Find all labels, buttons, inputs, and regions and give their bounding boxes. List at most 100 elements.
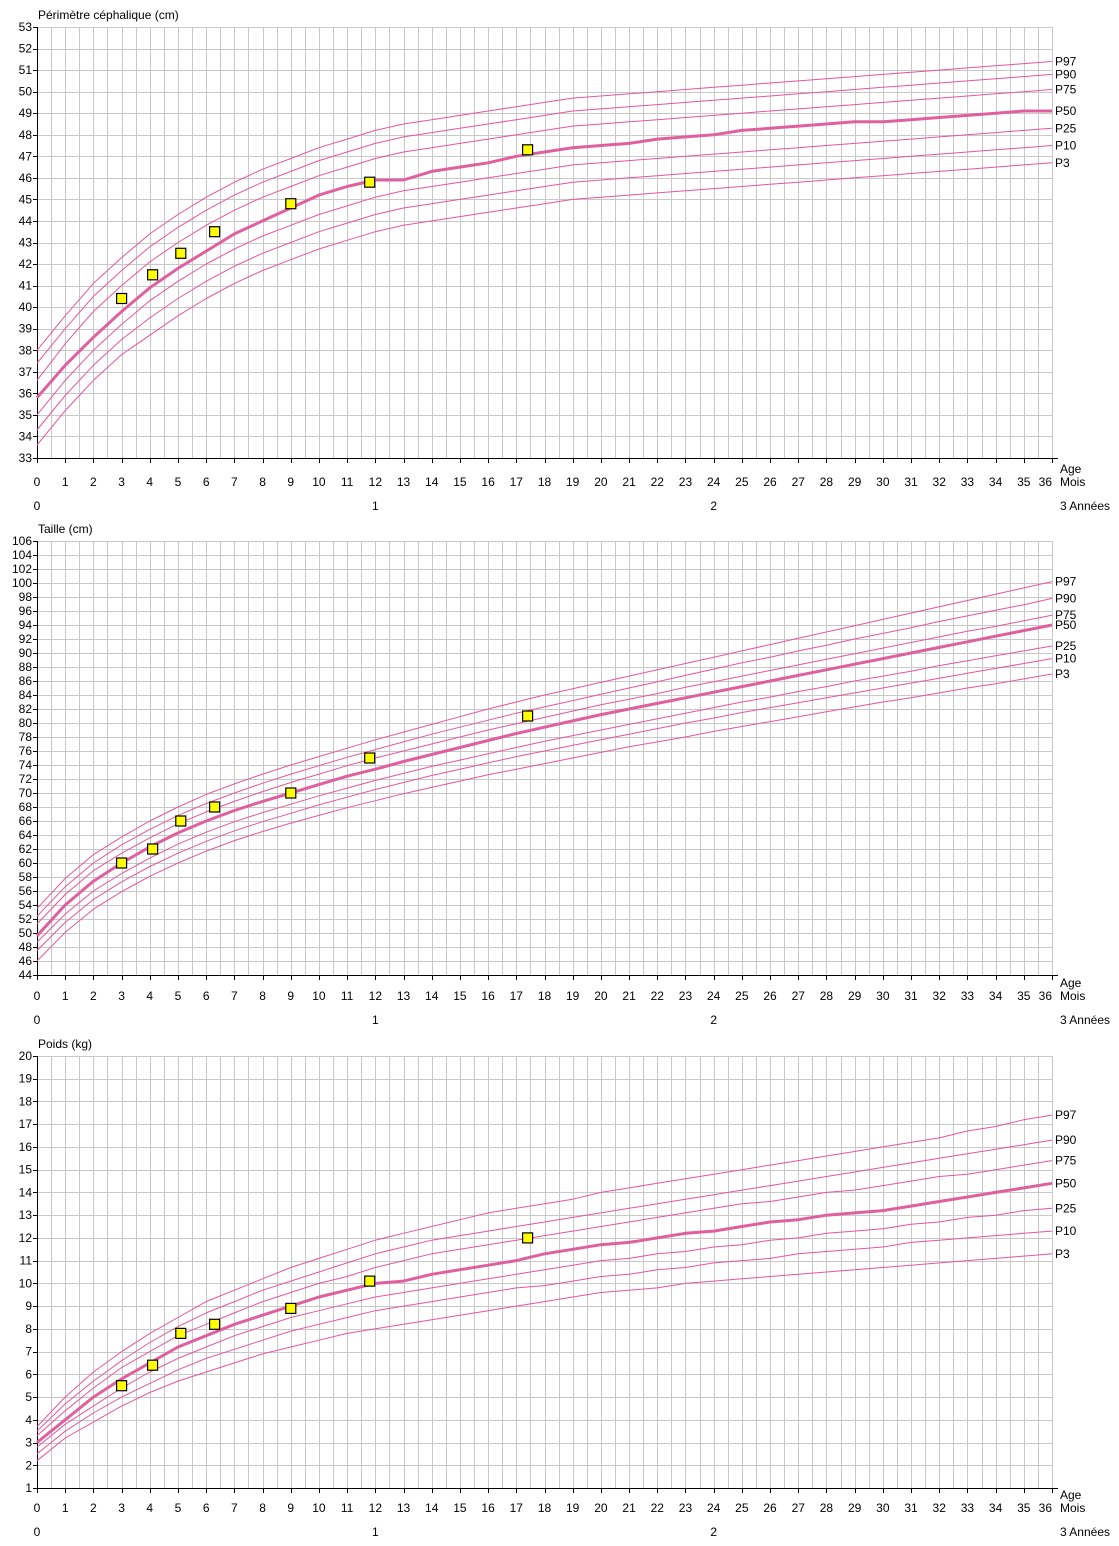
y-tick-label: 34: [19, 429, 33, 443]
y-tick-label: 84: [19, 688, 33, 702]
x-tick-label: 7: [231, 989, 238, 1003]
x-tick-label: 3: [118, 1501, 125, 1515]
x-tick-label: 5: [175, 475, 182, 489]
x-tick-label: 13: [397, 989, 411, 1003]
x-tick-label: 1: [62, 1501, 69, 1515]
x-tick-label: 24: [707, 475, 721, 489]
x-tick-label: 16: [481, 989, 495, 1003]
years-unit-label: 3 Années: [1060, 499, 1110, 513]
x-tick-label: 30: [876, 475, 890, 489]
x-tick-label: 23: [679, 989, 693, 1003]
percentile-label-p97: P97: [1055, 54, 1077, 68]
x-axis-title: Age: [1060, 462, 1082, 476]
y-tick-label: 72: [19, 772, 33, 786]
curve-p90: [36, 597, 1053, 917]
percentile-label-p75: P75: [1055, 608, 1077, 622]
year-tick-label: 1: [372, 1013, 379, 1027]
measurement-point: [147, 1359, 159, 1371]
y-tick-label: 16: [19, 1140, 33, 1154]
x-tick-label: 33: [961, 1501, 975, 1515]
year-tick-label: 2: [710, 499, 717, 513]
y-tick-label: 94: [19, 618, 33, 632]
x-tick-label: 9: [287, 1501, 294, 1515]
x-tick-label: 5: [175, 1501, 182, 1515]
x-axis-title: Age: [1060, 1488, 1082, 1502]
y-tick-label: 50: [19, 926, 33, 940]
chart-title: Taille (cm): [38, 522, 93, 536]
percentile-label-p90: P90: [1055, 67, 1077, 81]
x-tick-label: 30: [876, 989, 890, 1003]
x-tick-label: 18: [538, 475, 552, 489]
measurement-point: [175, 1327, 187, 1340]
y-tick-label: 12: [19, 1231, 33, 1245]
measurement-point: [209, 801, 221, 813]
chart-1: Périmètre céphalique (cm)333435363738394…: [19, 8, 1110, 513]
chart-3: Poids (kg)123456789101112131415161718192…: [19, 1037, 1110, 1539]
y-tick-label: 92: [19, 632, 33, 646]
y-tick-label: 58: [19, 870, 33, 884]
curve-p3: [36, 673, 1053, 962]
y-tick-label: 33: [19, 451, 33, 465]
x-tick-label: 17: [510, 989, 524, 1003]
y-tick-label: 37: [19, 365, 33, 379]
y-tick-label: 52: [19, 42, 33, 56]
y-tick-label: 68: [19, 800, 33, 814]
x-unit-label: Mois: [1060, 989, 1085, 1003]
y-tick-label: 48: [19, 940, 33, 954]
y-tick-label: 18: [19, 1094, 33, 1108]
measurement-point: [521, 1232, 534, 1244]
percentile-label-p97: P97: [1055, 1108, 1077, 1122]
y-tick-label: 36: [19, 386, 33, 400]
measurement-point: [364, 752, 376, 764]
x-tick-label: 10: [312, 989, 326, 1003]
x-tick-label: 26: [763, 1501, 777, 1515]
y-tick-label: 78: [19, 730, 33, 744]
y-tick-label: 39: [19, 322, 33, 336]
y-tick-label: 47: [19, 149, 33, 163]
curve-p90: [36, 73, 1053, 364]
x-tick-label: 25: [735, 989, 749, 1003]
years-unit-label: 3 Années: [1060, 1525, 1110, 1539]
x-tick-label: 4: [146, 1501, 153, 1515]
measurement-point: [285, 1302, 297, 1315]
x-tick-label: 19: [566, 1501, 580, 1515]
y-tick-label: 1: [25, 1481, 32, 1495]
chart-title: Périmètre céphalique (cm): [38, 8, 179, 22]
x-tick-label: 8: [259, 475, 266, 489]
percentile-label-p90: P90: [1055, 1133, 1077, 1147]
percentile-label-p97: P97: [1055, 575, 1077, 589]
measurement-point: [175, 247, 187, 259]
x-tick-label: 35: [1017, 989, 1031, 1003]
x-tick-label: 36: [1039, 989, 1053, 1003]
measurement-point: [285, 787, 297, 799]
percentile-label-p50: P50: [1055, 1176, 1077, 1190]
grid: [37, 541, 1053, 976]
x-tick-label: 10: [312, 1501, 326, 1515]
x-tick-label: 9: [287, 989, 294, 1003]
x-tick-label: 26: [763, 989, 777, 1003]
percentile-label-p25: P25: [1055, 639, 1077, 653]
y-tick-label: 74: [19, 758, 33, 772]
y-tick-label: 66: [19, 814, 33, 828]
percentile-label-p3: P3: [1055, 1247, 1070, 1261]
y-tick-label: 19: [19, 1072, 33, 1086]
percentile-label-p3: P3: [1055, 667, 1070, 681]
percentile-label-p50: P50: [1055, 618, 1077, 632]
x-tick-label: 24: [707, 989, 721, 1003]
measurement-point: [285, 198, 297, 210]
x-tick-label: 22: [651, 1501, 665, 1515]
year-tick-label: 0: [34, 1525, 41, 1539]
x-tick-label: 14: [425, 1501, 439, 1515]
x-tick-label: 28: [820, 1501, 834, 1515]
y-tick-label: 2: [25, 1458, 32, 1472]
curve-p25: [36, 127, 1053, 416]
y-tick-label: 6: [25, 1367, 32, 1381]
x-tick-label: 14: [425, 989, 439, 1003]
y-tick-label: 82: [19, 702, 33, 716]
curve-p75: [36, 1160, 1053, 1437]
y-tick-label: 14: [19, 1185, 33, 1199]
x-tick-label: 8: [259, 1501, 266, 1515]
x-tick-label: 21: [622, 475, 636, 489]
y-tick-label: 41: [19, 279, 33, 293]
chart-2: Taille (cm)44464850525456586062646668707…: [12, 522, 1110, 1027]
